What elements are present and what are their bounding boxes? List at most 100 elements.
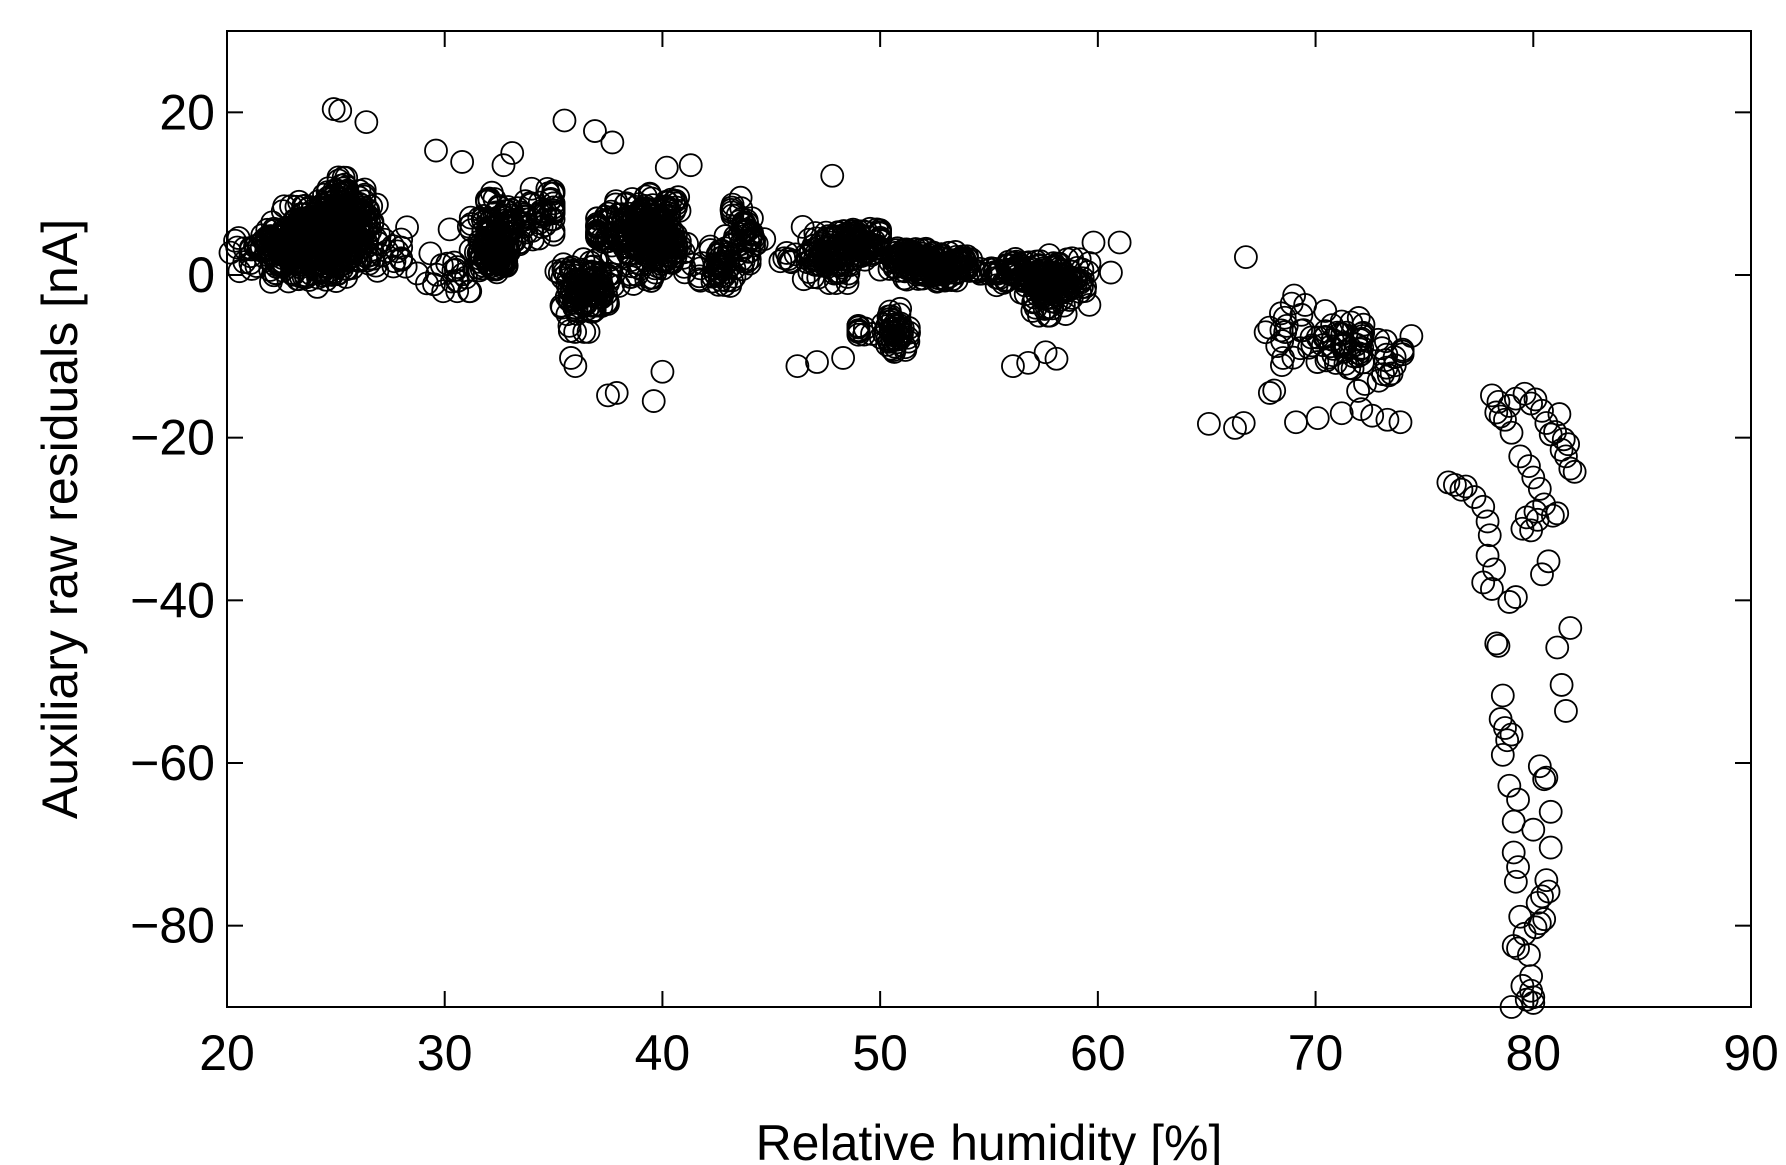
- data-point: [664, 234, 689, 259]
- data-point: [558, 256, 583, 281]
- x-axis-title: Relative humidity [%]: [756, 1115, 1223, 1165]
- x-tick-label: 60: [1070, 1025, 1126, 1081]
- data-point: [1480, 383, 1504, 408]
- data-point: [1001, 354, 1025, 378]
- x-tick-label: 80: [1505, 1025, 1561, 1081]
- data-point: [1493, 407, 1517, 432]
- data-point: [1506, 855, 1530, 880]
- data-point: [1525, 890, 1550, 915]
- data-point: [1045, 265, 1069, 290]
- data-point: [1099, 260, 1123, 285]
- data-point: [554, 284, 579, 309]
- data-point: [606, 241, 631, 266]
- data-point: [629, 208, 654, 233]
- data-point: [431, 279, 456, 304]
- data-point: [1262, 378, 1287, 403]
- data-point: [1497, 590, 1522, 614]
- data-point: [1390, 337, 1415, 362]
- data-point: [835, 222, 860, 247]
- data-point: [805, 350, 829, 374]
- data-point: [356, 224, 380, 249]
- data-point: [1488, 404, 1513, 429]
- data-point: [1484, 631, 1509, 656]
- data-point: [1033, 340, 1058, 365]
- data-point: [1353, 372, 1377, 396]
- data-point: [1462, 485, 1487, 509]
- data-point: [1508, 444, 1533, 469]
- data-point: [885, 314, 910, 339]
- data-point: [1527, 911, 1552, 936]
- data-point: [328, 98, 353, 123]
- data-point: [1490, 683, 1515, 708]
- data-point: [1257, 381, 1282, 405]
- data-point: [1311, 333, 1335, 358]
- data-point: [1449, 477, 1474, 502]
- data-point: [1077, 292, 1102, 317]
- data-point: [1558, 456, 1583, 481]
- data-point: [654, 155, 679, 180]
- data-point: [1399, 324, 1424, 348]
- data-point: [348, 212, 373, 236]
- data-point: [1234, 245, 1258, 270]
- data-point: [550, 266, 575, 290]
- data-point: [822, 240, 847, 265]
- data-point: [703, 252, 728, 277]
- data-point: [815, 254, 840, 279]
- data-point: [1305, 350, 1330, 374]
- data-point: [1314, 348, 1339, 373]
- data-point: [1360, 403, 1385, 428]
- data-point: [625, 263, 649, 287]
- x-tick-label: 50: [852, 1025, 908, 1081]
- y-tick-label: 20: [159, 84, 215, 140]
- data-point: [596, 383, 620, 408]
- data-point: [381, 234, 405, 259]
- data-point: [535, 176, 560, 201]
- data-point: [389, 227, 414, 252]
- data-point: [937, 264, 962, 289]
- data-point: [1269, 353, 1294, 378]
- data-point: [564, 298, 589, 323]
- data-point: [415, 271, 439, 296]
- data-point: [820, 163, 845, 188]
- data-point: [1490, 742, 1515, 767]
- data-point: [1540, 503, 1565, 528]
- y-tick-label: −60: [130, 735, 215, 791]
- data-point: [1530, 398, 1554, 423]
- data-point: [1554, 699, 1578, 723]
- data-point: [393, 254, 418, 279]
- data-point: [585, 224, 610, 249]
- data-point: [322, 239, 347, 264]
- data-point: [1272, 305, 1297, 330]
- data-point: [1366, 327, 1391, 352]
- data-point: [1510, 516, 1535, 541]
- data-point: [1475, 543, 1500, 568]
- plot-frame: [226, 30, 1752, 1008]
- data-point: [1514, 505, 1539, 530]
- data-point: [1477, 523, 1502, 548]
- data-point: [1497, 773, 1522, 798]
- data-point: [1532, 767, 1557, 792]
- data-point: [846, 322, 871, 347]
- data-point: [440, 269, 464, 294]
- data-point: [896, 316, 921, 340]
- y-tick-label: −80: [130, 898, 215, 954]
- data-point: [528, 199, 553, 224]
- data-point: [822, 261, 847, 286]
- data-point: [1530, 884, 1554, 909]
- data-point: [1027, 303, 1051, 328]
- data-point: [1543, 420, 1567, 444]
- data-point: [552, 108, 577, 133]
- data-point: [491, 153, 516, 178]
- data-point: [924, 251, 949, 275]
- data-point: [1501, 840, 1526, 865]
- data-point: [1253, 320, 1278, 345]
- data-point: [500, 141, 525, 165]
- data-point: [1493, 716, 1517, 740]
- data-point: [1067, 247, 1092, 272]
- data-point: [785, 354, 810, 378]
- data-point: [479, 254, 503, 279]
- data-point: [1536, 549, 1561, 574]
- data-point: [839, 227, 863, 252]
- data-point: [418, 241, 443, 266]
- data-point: [1231, 411, 1256, 435]
